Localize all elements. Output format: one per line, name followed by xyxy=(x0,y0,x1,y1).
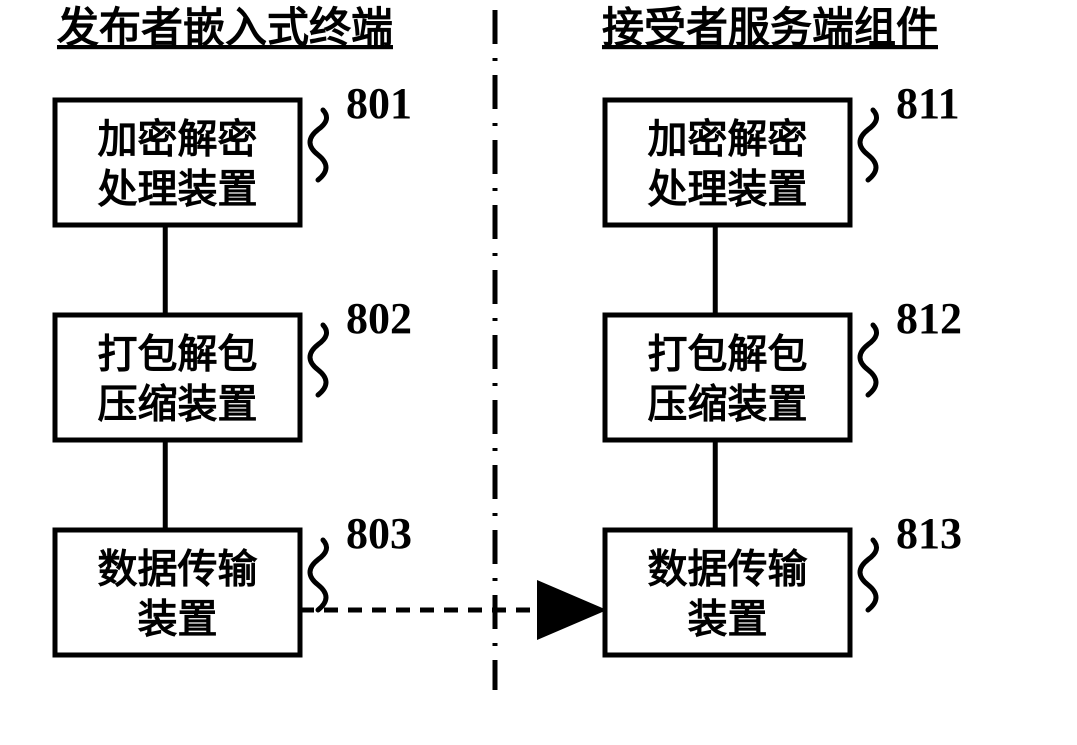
ref-num-R2: 812 xyxy=(896,294,962,343)
squiggle-R2 xyxy=(860,325,877,395)
block-L2-line2: 压缩装置 xyxy=(98,382,258,427)
block-L2-line1: 打包解包 xyxy=(98,332,258,377)
squiggle-L3 xyxy=(310,540,327,610)
block-R1-line1: 加密解密 xyxy=(648,117,808,162)
ref-num-L2: 802 xyxy=(346,294,412,343)
block-R1: 加密解密处理装置 811 xyxy=(605,79,960,225)
squiggle-L1 xyxy=(310,110,327,180)
block-L3-line2: 装置 xyxy=(138,597,218,642)
block-R2-line2: 压缩装置 xyxy=(648,382,808,427)
block-R2: 打包解包压缩装置 812 xyxy=(605,294,962,440)
ref-num-R3: 813 xyxy=(896,509,962,558)
block-R3-line1: 数据传输 xyxy=(648,547,809,592)
ref-num-L1: 801 xyxy=(346,79,412,128)
diagram-canvas: 发布者嵌入式终端 接受者服务端组件 加密解密处理装置 801 打包解包压缩装置 802… xyxy=(0,0,1077,745)
left-column: 加密解密处理装置 801 打包解包压缩装置 802 数据传输装置 803 xyxy=(55,79,412,655)
ref-num-L3: 803 xyxy=(346,509,412,558)
block-L3: 数据传输装置 803 xyxy=(55,509,412,655)
right-column: 加密解密处理装置 811 打包解包压缩装置 812 数据传输装置 813 xyxy=(605,79,962,655)
block-L3-line1: 数据传输 xyxy=(98,547,259,592)
block-R3-line2: 装置 xyxy=(688,597,768,642)
ref-num-R1: 811 xyxy=(896,79,960,128)
squiggle-R1 xyxy=(860,110,877,180)
block-R2-line1: 打包解包 xyxy=(648,332,808,377)
block-L1-line1: 加密解密 xyxy=(98,117,258,162)
squiggle-R3 xyxy=(860,540,877,610)
block-L2: 打包解包压缩装置 802 xyxy=(55,294,412,440)
block-L1-line2: 处理装置 xyxy=(98,167,258,212)
block-R3: 数据传输装置 813 xyxy=(605,509,962,655)
block-L1: 加密解密处理装置 801 xyxy=(55,79,412,225)
block-R1-line2: 处理装置 xyxy=(648,167,808,212)
header-left: 发布者嵌入式终端 xyxy=(57,5,393,52)
header-right: 接受者服务端组件 xyxy=(602,5,938,52)
squiggle-L2 xyxy=(310,325,327,395)
